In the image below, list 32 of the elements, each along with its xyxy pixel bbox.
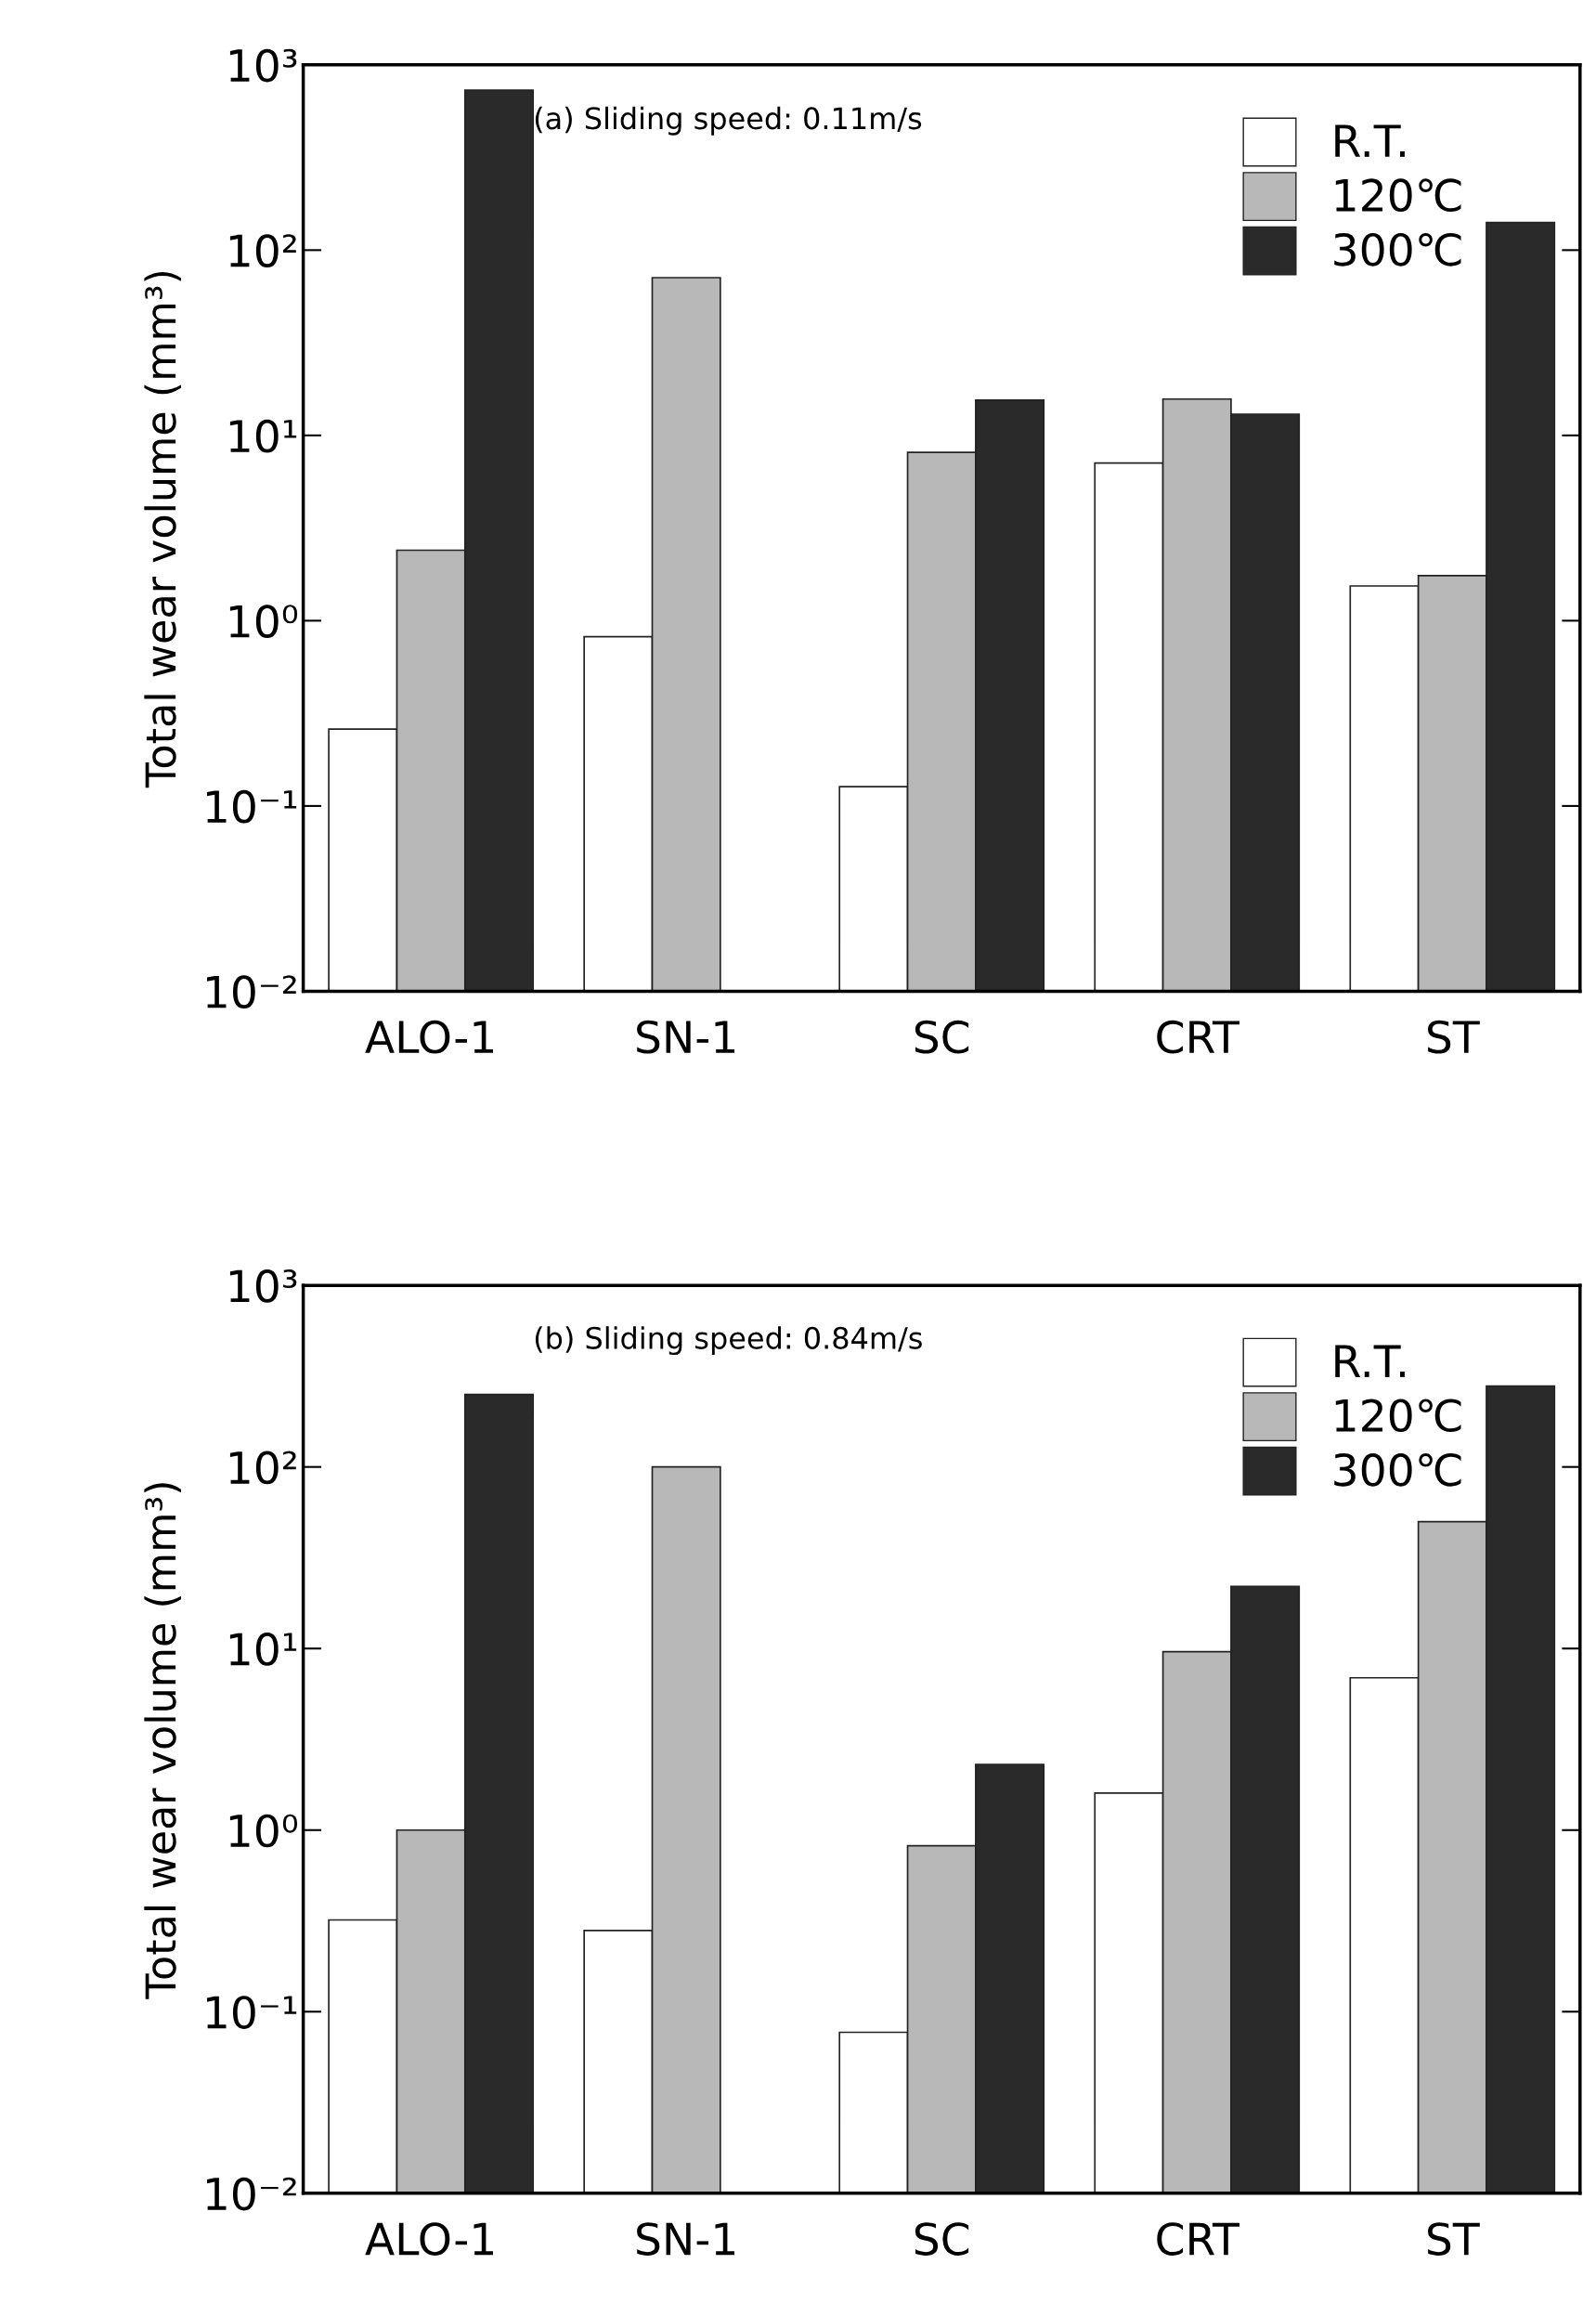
y-tick-label: 10² — [229, 234, 296, 267]
x-tick-label: ST — [1427, 2222, 1480, 2256]
x-tick-label: SC — [915, 1020, 969, 1054]
legend-label: 120℃ — [1335, 1399, 1461, 1433]
y-tick-label: 10¹ — [229, 1633, 297, 1666]
y-tick-label: 10⁻² — [206, 2177, 296, 2211]
y-tick-label: 10³ — [229, 1269, 297, 1303]
x-tick-label: SN-1 — [637, 2222, 734, 2256]
x-tick-label: CRT — [1157, 1020, 1239, 1054]
legend-label: 300℃ — [1334, 1452, 1461, 1487]
y-tick-label: 10¹ — [229, 419, 297, 453]
x-tick-label: ALO-1 — [365, 1020, 493, 1054]
y-tick-label: 10⁰ — [229, 605, 298, 638]
y-tick-label: 10⁻² — [206, 975, 296, 1009]
x-tick-label: ST — [1427, 1020, 1480, 1054]
x-tick-label: SC — [915, 2222, 969, 2256]
text: (b) Sliding speed: 0.84m/s — [535, 1326, 922, 1356]
x-tick-label: ALO-1 — [365, 2222, 493, 2256]
y-tick-label: 10⁰ — [229, 1814, 298, 1848]
legend-label: 300℃ — [1334, 232, 1461, 267]
y-tick-label: 10⁻¹ — [206, 789, 297, 824]
legend-label: R.T. — [1335, 1345, 1405, 1377]
x-tick-label: CRT — [1157, 2222, 1239, 2256]
y-tick-label: 10² — [229, 1451, 296, 1485]
legend-label: R.T. — [1335, 124, 1405, 157]
y-tick-label: 10³ — [229, 48, 297, 83]
legend-label: 120℃ — [1335, 178, 1461, 213]
y-axis-title: Total wear volume (mm³) — [144, 1483, 181, 1999]
y-axis-title: Total wear volume (mm³) — [144, 271, 181, 788]
y-tick-label: 10⁻¹ — [206, 1996, 297, 2029]
text: (a) Sliding speed: 0.11m/s — [535, 106, 922, 136]
x-tick-label: SN-1 — [637, 1020, 734, 1054]
